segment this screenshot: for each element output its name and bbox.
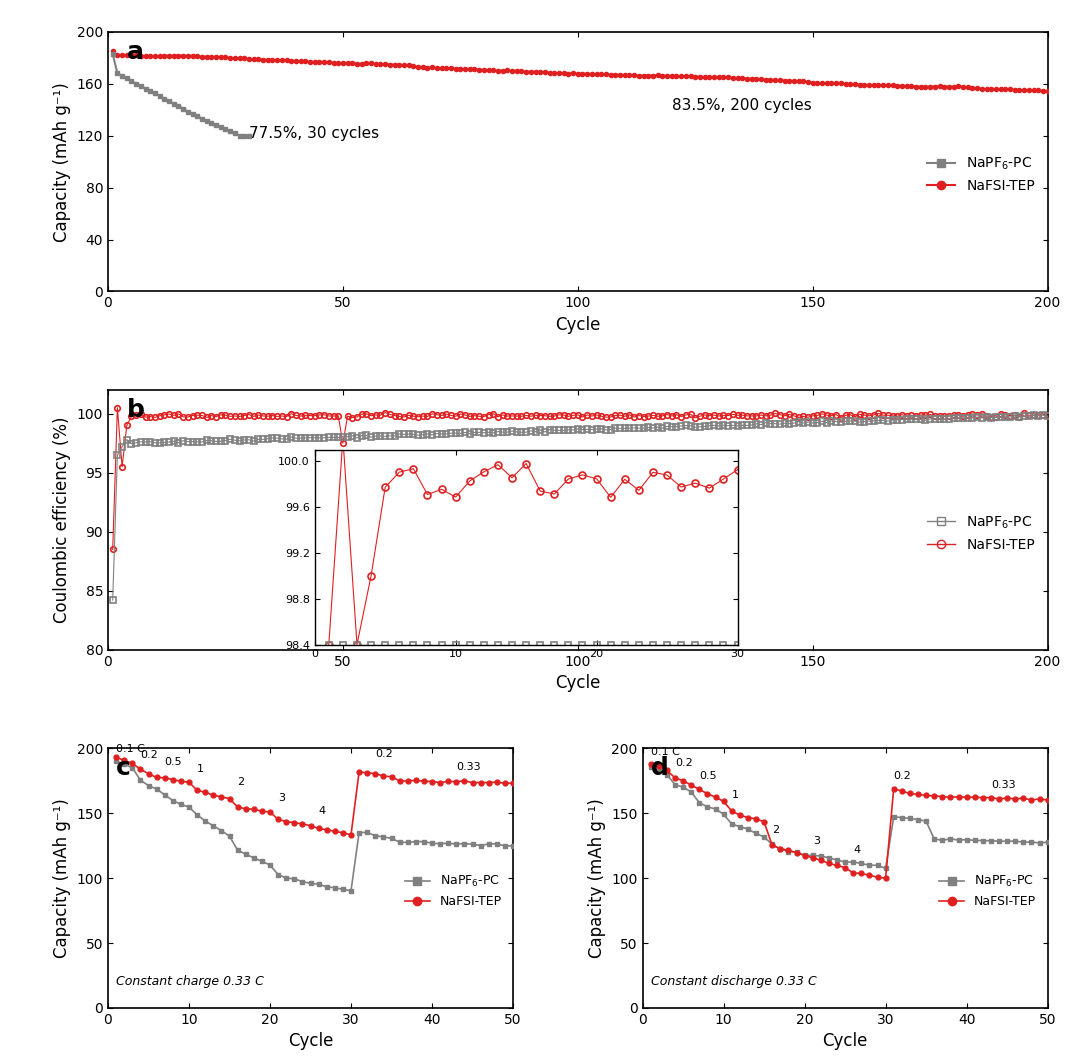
Text: 1: 1: [732, 790, 739, 800]
X-axis label: Cycle: Cycle: [287, 1032, 334, 1050]
Text: 0.2: 0.2: [376, 749, 393, 759]
Text: 0.2: 0.2: [894, 770, 912, 781]
Text: 0.1 C: 0.1 C: [117, 744, 145, 753]
Legend: NaPF$_6$-PC, NaFSI-TEP: NaPF$_6$-PC, NaFSI-TEP: [922, 151, 1041, 198]
Text: 2: 2: [772, 825, 780, 835]
Text: 0.5: 0.5: [700, 770, 717, 781]
Text: 0.2: 0.2: [675, 758, 692, 768]
Text: a: a: [126, 39, 144, 64]
X-axis label: Cycle: Cycle: [555, 316, 600, 334]
Text: Constant discharge 0.33 C: Constant discharge 0.33 C: [650, 975, 816, 988]
Text: d: d: [650, 756, 669, 780]
Text: 1: 1: [197, 764, 204, 775]
Text: 0.33: 0.33: [457, 762, 481, 771]
Text: 0.1 C: 0.1 C: [650, 747, 679, 758]
Text: 77.5%, 30 cycles: 77.5%, 30 cycles: [248, 126, 379, 141]
Text: 0.33: 0.33: [990, 780, 1015, 789]
Text: 4: 4: [319, 806, 326, 816]
Text: 3: 3: [279, 793, 285, 803]
Y-axis label: Capacity (mAh g⁻¹): Capacity (mAh g⁻¹): [588, 798, 606, 958]
Text: 0.2: 0.2: [140, 750, 158, 760]
X-axis label: Cycle: Cycle: [555, 674, 600, 692]
Y-axis label: Capacity (mAh g⁻¹): Capacity (mAh g⁻¹): [53, 82, 71, 242]
Legend: NaPF$_6$-PC, NaFSI-TEP: NaPF$_6$-PC, NaFSI-TEP: [400, 869, 507, 914]
Y-axis label: Capacity (mAh g⁻¹): Capacity (mAh g⁻¹): [53, 798, 71, 958]
Y-axis label: Coulombic efficiency (%): Coulombic efficiency (%): [53, 417, 71, 623]
Legend: NaPF$_6$-PC, NaFSI-TEP: NaPF$_6$-PC, NaFSI-TEP: [934, 869, 1041, 914]
Legend: NaPF$_6$-PC, NaFSI-TEP: NaPF$_6$-PC, NaFSI-TEP: [922, 508, 1041, 557]
X-axis label: Cycle: Cycle: [822, 1032, 868, 1050]
Text: 4: 4: [853, 845, 861, 855]
Text: c: c: [117, 756, 131, 780]
Text: Constant charge 0.33 C: Constant charge 0.33 C: [117, 975, 264, 988]
Text: 83.5%, 200 cycles: 83.5%, 200 cycles: [672, 98, 811, 112]
Text: 0.5: 0.5: [164, 756, 183, 766]
Text: b: b: [126, 398, 145, 422]
Text: 3: 3: [813, 836, 820, 846]
Text: 2: 2: [238, 778, 245, 787]
